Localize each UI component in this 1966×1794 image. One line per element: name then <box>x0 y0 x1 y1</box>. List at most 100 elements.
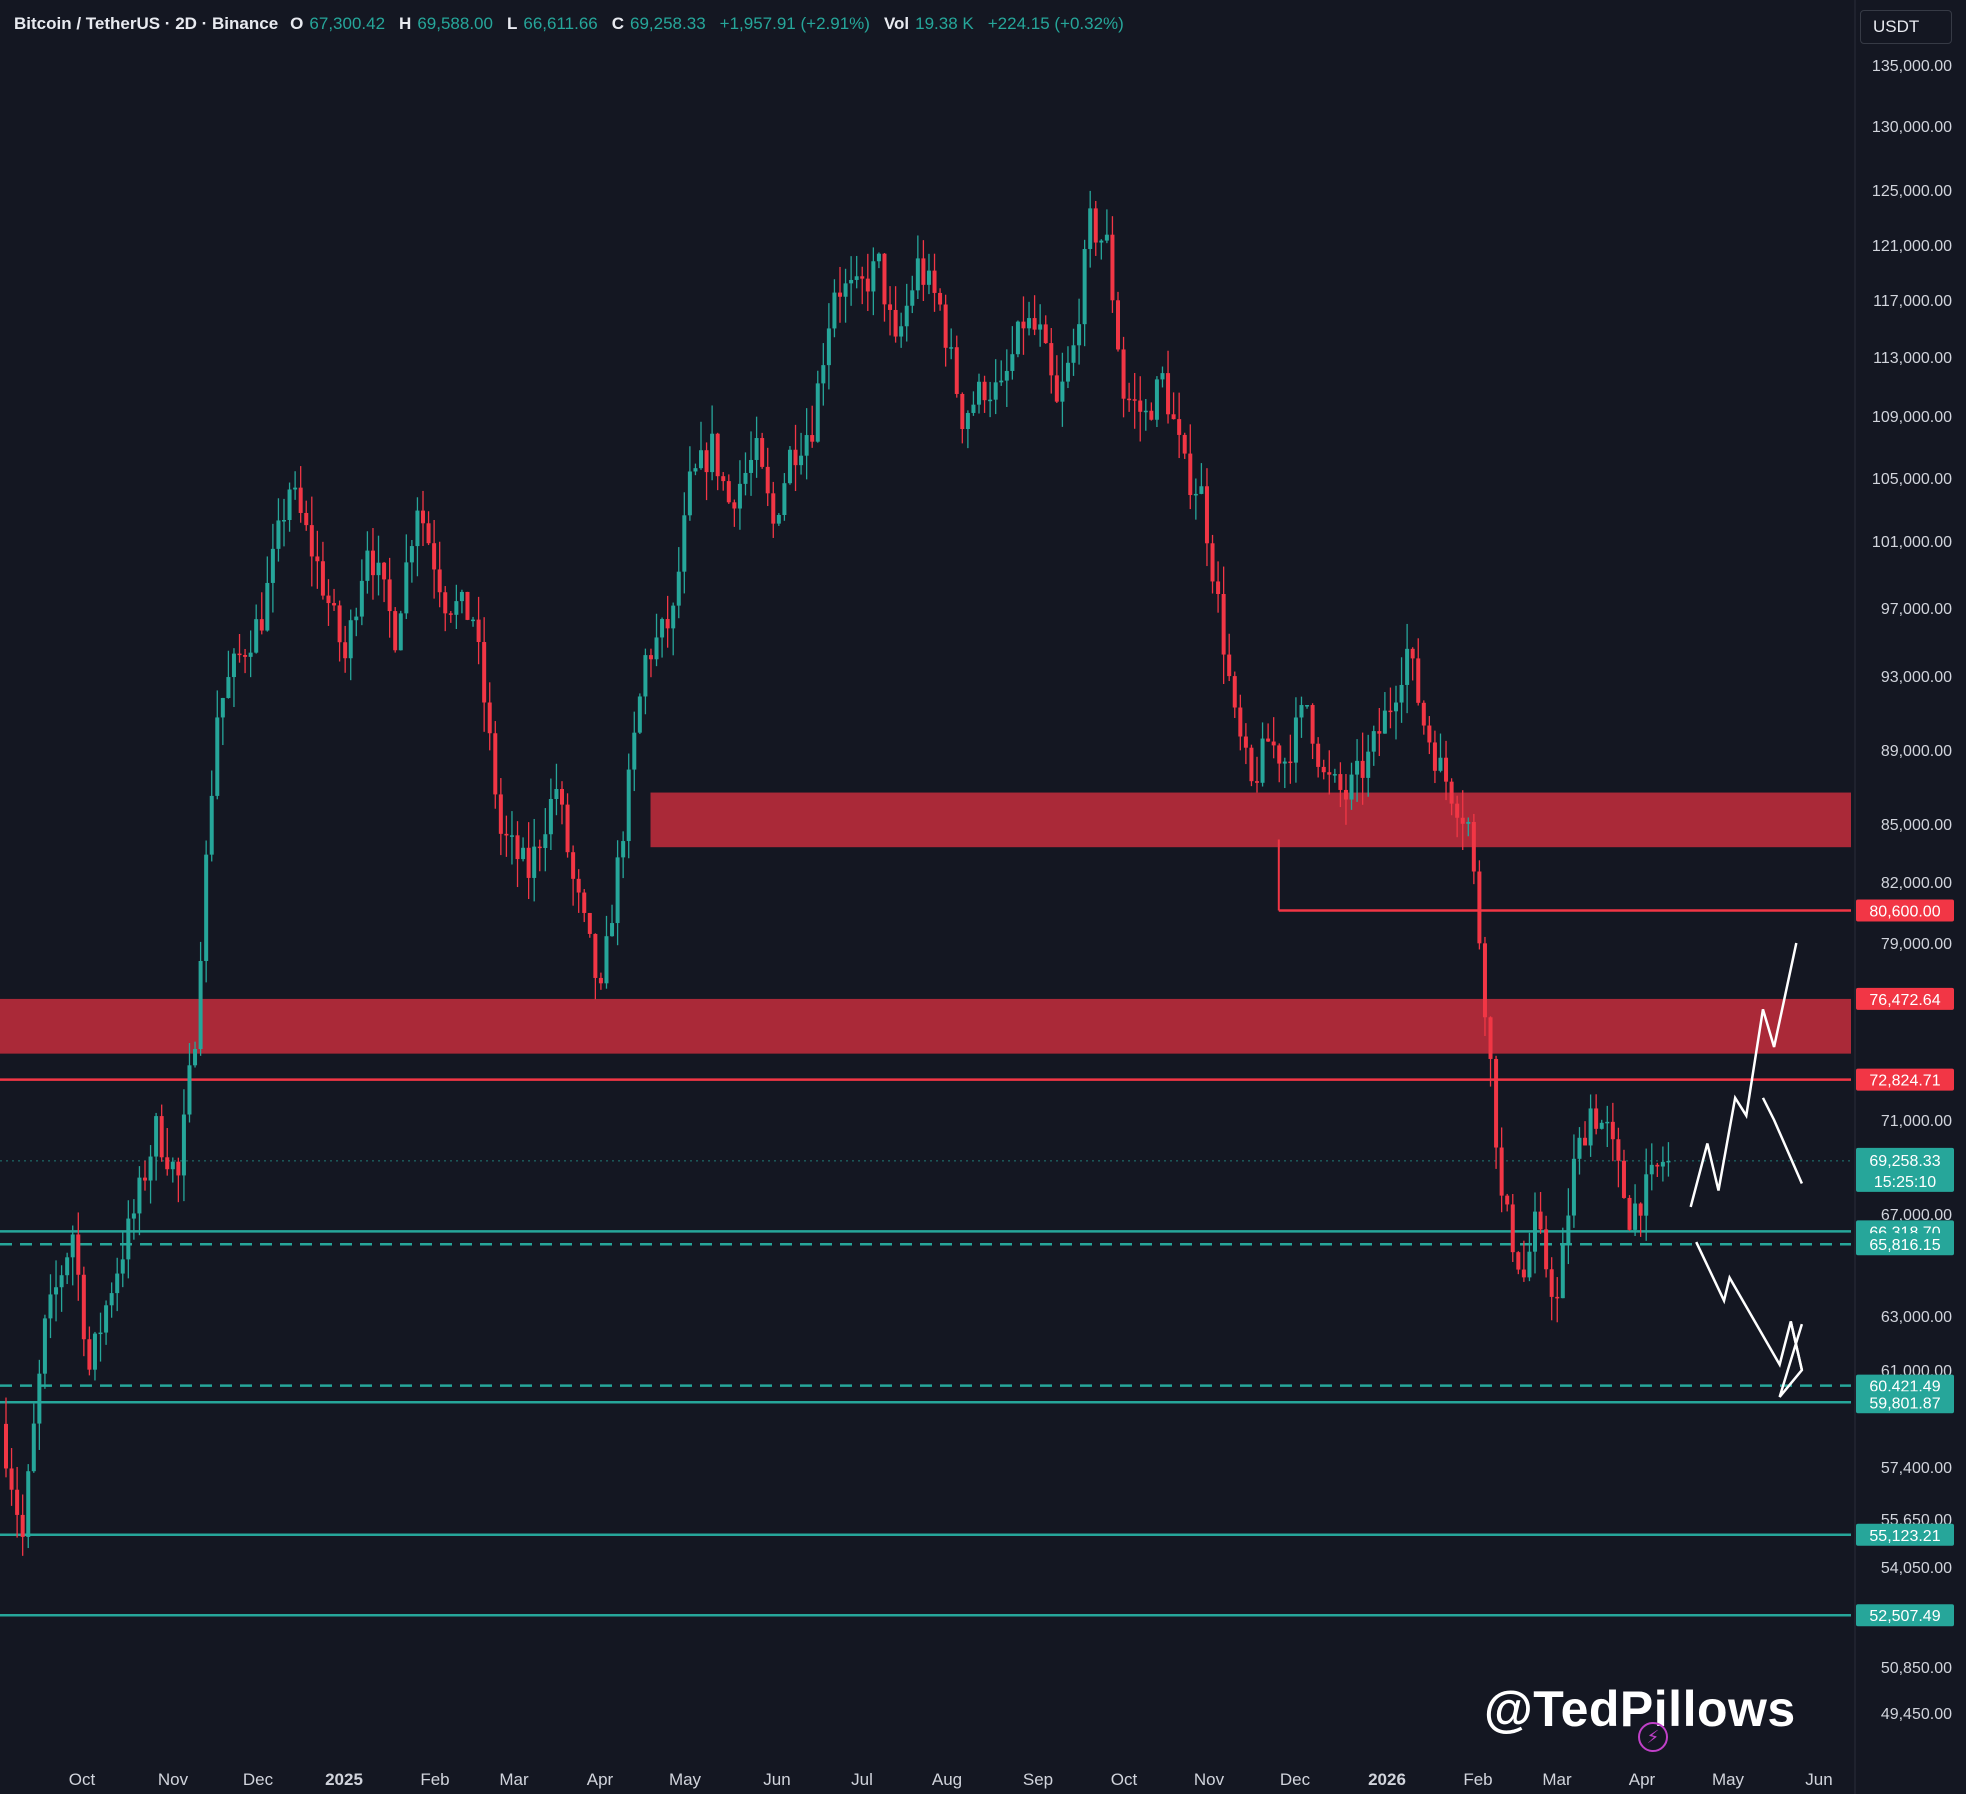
candle-body <box>1243 736 1248 748</box>
candle-body <box>1538 1211 1543 1230</box>
candle-body <box>1121 349 1126 399</box>
time-tick[interactable]: Mar <box>499 1770 529 1789</box>
time-tick[interactable]: Mar <box>1542 1770 1572 1789</box>
candle-body <box>1232 676 1237 708</box>
price-tick[interactable]: 125,000.00 <box>1872 183 1952 200</box>
price-label: 55,123.21 <box>1869 1528 1940 1545</box>
candle-body <box>888 304 893 310</box>
change-value: +1,957.91 (+2.91%) <box>719 14 870 33</box>
time-tick[interactable]: Aug <box>932 1770 962 1789</box>
time-tick[interactable]: May <box>1712 1770 1745 1789</box>
candle-body <box>498 794 503 834</box>
candle-body <box>48 1294 53 1319</box>
candle-body <box>1116 300 1120 350</box>
candle-countdown: 15:25:10 <box>1874 1174 1936 1191</box>
price-label: 52,507.49 <box>1869 1608 1940 1625</box>
candle-body <box>732 502 737 509</box>
price-tick[interactable]: 63,000.00 <box>1881 1309 1952 1326</box>
candle-body <box>1416 658 1421 703</box>
price-tick[interactable]: 79,000.00 <box>1881 936 1952 953</box>
price-tick[interactable]: 135,000.00 <box>1872 58 1952 75</box>
candle-body <box>643 655 648 697</box>
candle-body <box>1649 1164 1654 1175</box>
candle-body <box>1221 593 1226 655</box>
symbol-title[interactable]: Bitcoin / TetherUS · 2D · Binance <box>14 14 279 33</box>
price-tick[interactable]: 49,450.00 <box>1881 1706 1952 1723</box>
candle-body <box>298 487 303 513</box>
time-tick[interactable]: Nov <box>158 1770 189 1789</box>
candle-body <box>120 1259 125 1274</box>
price-tick[interactable]: 109,000.00 <box>1872 409 1952 426</box>
candle-body <box>543 834 548 848</box>
price-tick[interactable]: 105,000.00 <box>1872 471 1952 488</box>
price-tick[interactable]: 57,400.00 <box>1881 1460 1952 1477</box>
time-tick[interactable]: Jun <box>763 1770 790 1789</box>
time-tick[interactable]: Nov <box>1194 1770 1225 1789</box>
lightning-icon: ⚡ <box>1638 1722 1668 1752</box>
price-tick[interactable]: 97,000.00 <box>1881 601 1952 618</box>
price-axis-ticks[interactable]: 135,000.00 130,000.00 125,000.00 121,000.00… <box>1872 58 1952 1723</box>
price-axis-labels: 80,600.0076,472.6472,824.7166,318.7065,8… <box>1856 899 1954 1627</box>
candle-body <box>1132 399 1137 401</box>
candle-body <box>821 365 826 384</box>
candle-body <box>1605 1121 1610 1124</box>
currency-button[interactable]: USDT <box>1860 10 1952 44</box>
candle-body <box>849 279 854 284</box>
time-tick[interactable]: Dec <box>1280 1770 1311 1789</box>
candle-body <box>504 833 509 836</box>
candle-body <box>231 653 236 678</box>
candle-body <box>954 347 959 394</box>
candle-body <box>320 561 325 596</box>
resistance-zone <box>650 792 1851 848</box>
price-label-box <box>1856 1391 1954 1414</box>
time-tick[interactable]: 2025 <box>325 1770 363 1789</box>
candle-body <box>1544 1229 1549 1270</box>
candle-body <box>1160 373 1165 380</box>
price-label-box <box>1856 1233 1954 1256</box>
price-tick[interactable]: 113,000.00 <box>1873 350 1952 367</box>
time-tick[interactable]: Jul <box>851 1770 873 1789</box>
candle-body <box>176 1161 181 1176</box>
time-tick[interactable]: Feb <box>420 1770 449 1789</box>
time-axis-ticks[interactable]: Oct Nov Dec 2025 Feb Mar Apr May Jun Jul Aug Sep Oct… <box>69 1770 1833 1789</box>
time-tick[interactable]: Jun <box>1805 1770 1832 1789</box>
price-tick[interactable]: 101,000.00 <box>1872 534 1952 551</box>
price-tick[interactable]: 117,000.00 <box>1873 293 1952 310</box>
candle-body <box>598 977 603 984</box>
price-tick[interactable]: 93,000.00 <box>1881 669 1952 686</box>
price-tick[interactable]: 121,000.00 <box>1872 238 1952 255</box>
time-tick[interactable]: Oct <box>1111 1770 1138 1789</box>
time-tick[interactable]: Sep <box>1023 1770 1053 1789</box>
candle-body <box>743 472 748 484</box>
price-tick[interactable]: 130,000.00 <box>1872 119 1952 136</box>
candle-body <box>776 515 781 524</box>
candle-body <box>332 603 337 606</box>
price-tick[interactable]: 82,000.00 <box>1881 875 1952 892</box>
time-tick[interactable]: Apr <box>1629 1770 1656 1789</box>
candle-body <box>37 1373 42 1424</box>
candle-body <box>131 1213 136 1219</box>
candle-body <box>860 276 865 279</box>
time-tick[interactable]: Apr <box>587 1770 614 1789</box>
open-value: 67,300.42 <box>309 14 386 33</box>
candle-body <box>632 732 637 770</box>
price-tick[interactable]: 89,000.00 <box>1881 743 1952 760</box>
time-tick[interactable]: 2026 <box>1368 1770 1406 1789</box>
time-tick[interactable]: Dec <box>243 1770 274 1789</box>
price-tick[interactable]: 50,850.00 <box>1881 1660 1952 1677</box>
candle-body <box>1466 821 1471 824</box>
time-tick[interactable]: May <box>669 1770 702 1789</box>
price-tick[interactable]: 54,050.00 <box>1881 1560 1952 1577</box>
price-tick[interactable]: 85,000.00 <box>1881 817 1952 834</box>
time-tick[interactable]: Feb <box>1463 1770 1492 1789</box>
price-tick[interactable]: 67,000.00 <box>1881 1207 1952 1224</box>
symbol-legend[interactable]: Bitcoin / TetherUS · 2D · Binance O 67,30… <box>14 14 1132 34</box>
candle-body <box>687 471 692 516</box>
candle-body <box>715 433 720 477</box>
candle-body <box>804 435 809 456</box>
candle-body <box>582 892 587 913</box>
price-tick[interactable]: 71,000.00 <box>1881 1113 1952 1130</box>
time-tick[interactable]: Oct <box>69 1770 96 1789</box>
